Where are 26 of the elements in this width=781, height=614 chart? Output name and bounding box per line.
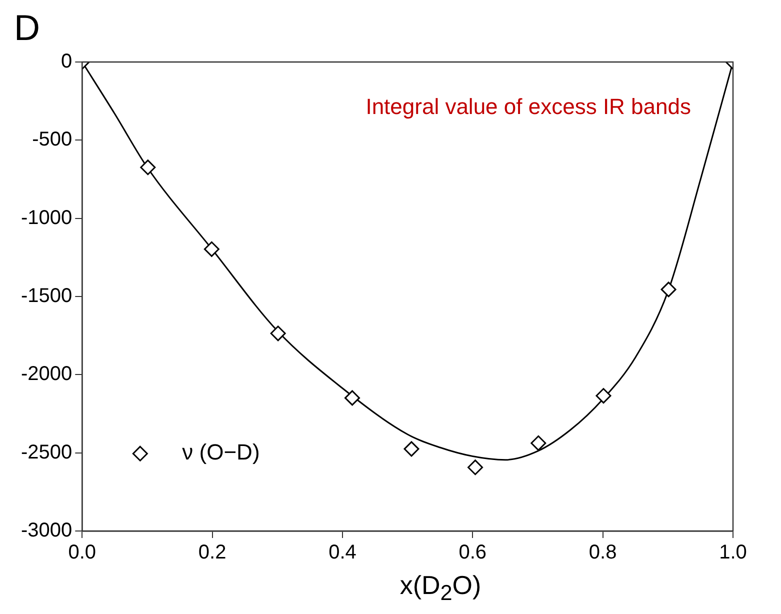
point xyxy=(344,390,360,406)
x-tick-label: 0.0 xyxy=(68,542,96,564)
x-tick-label: 0.8 xyxy=(588,542,617,564)
point xyxy=(660,282,676,298)
y-tick-label: 0 xyxy=(61,50,72,73)
y-tick-label: -2500 xyxy=(20,441,72,464)
x-tick-label: 0.6 xyxy=(458,542,487,564)
point xyxy=(140,160,156,176)
point xyxy=(468,460,484,476)
point xyxy=(204,241,220,257)
annotation: Integral value of excess IR bands xyxy=(366,94,691,120)
y-tick-label: -2000 xyxy=(20,363,72,386)
x-axis-title: x(D$_{2}$O) xyxy=(398,569,482,608)
point xyxy=(530,435,546,451)
y-tick-label: -1000 xyxy=(20,206,72,229)
y-tick-label: -3000 xyxy=(20,520,72,542)
point xyxy=(404,441,420,457)
legend-label: ν (O−D) xyxy=(182,440,260,465)
x-tick-label: 0.4 xyxy=(328,542,356,564)
text: D xyxy=(14,6,40,48)
point xyxy=(270,326,286,342)
x-tick-label: 0.2 xyxy=(198,542,226,564)
x-tick-label: 1.0 xyxy=(719,542,747,564)
y-tick-label: -500 xyxy=(32,128,72,151)
point xyxy=(596,388,612,404)
y-tick-label: -1500 xyxy=(20,285,72,308)
